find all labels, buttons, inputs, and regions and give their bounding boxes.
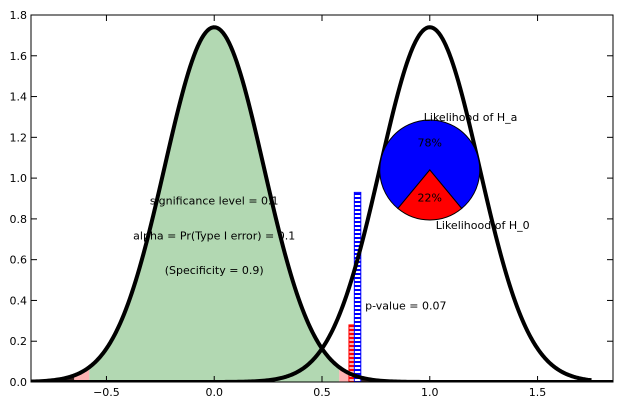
y-tick-label-0: 0.0 [10,376,28,389]
y-tick-label-3: 0.6 [10,254,28,267]
density-curves [31,25,613,382]
y-tick-label-2: 0.4 [10,294,28,307]
pie-pct-label-1: 22% [418,191,442,204]
hatch-bar-6 [353,191,362,382]
y-tick-label-4: 0.8 [10,213,28,226]
pie-name-label-0: Likelihood of H_a [424,111,518,124]
x-tick-label-3: 1.0 [421,386,439,399]
annotation-0: significance level = 0.1 [150,195,279,208]
y-tick-label-5: 1.0 [10,172,28,185]
pie-slice-0 [379,119,481,210]
y-tick-label-7: 1.4 [10,91,28,104]
pie-name-label-1: Likelihood of H_0 [436,219,530,232]
annotation-1: alpha = Pr(Type I error) = 0.1 [133,229,295,242]
axis-ticks: −0.5 0.0 0.5 1.0 1.5 0.0 0.2 0.4 0.6 0.8 1.0 1.2 1.4… [10,9,613,399]
x-tick-label-4: 1.5 [529,386,547,399]
x-tick-label-0: −0.5 [93,386,120,399]
x-tick-label-1: 0.0 [205,386,223,399]
annotations: significance level = 0.1 alpha = Pr(Type … [133,195,446,313]
y-tick-label-6: 1.2 [10,131,28,144]
x-tick-label-2: 0.5 [313,386,331,399]
annotation-2: (Specificity = 0.9) [165,264,264,277]
region-fill-0 [89,27,340,382]
y-tick-label-8: 1.6 [10,50,28,63]
y-tick-label-9: 1.8 [10,9,28,22]
curve-1 [58,25,592,382]
pie-pct-label-0: 78% [418,136,442,149]
y-tick-label-1: 0.2 [10,335,28,348]
pie-slice-1 [397,169,463,221]
pie-chart: 78% 22% Likelihood of H_a Likelihood of H_0 [379,111,530,232]
annotation-3: p-value = 0.07 [365,300,446,313]
